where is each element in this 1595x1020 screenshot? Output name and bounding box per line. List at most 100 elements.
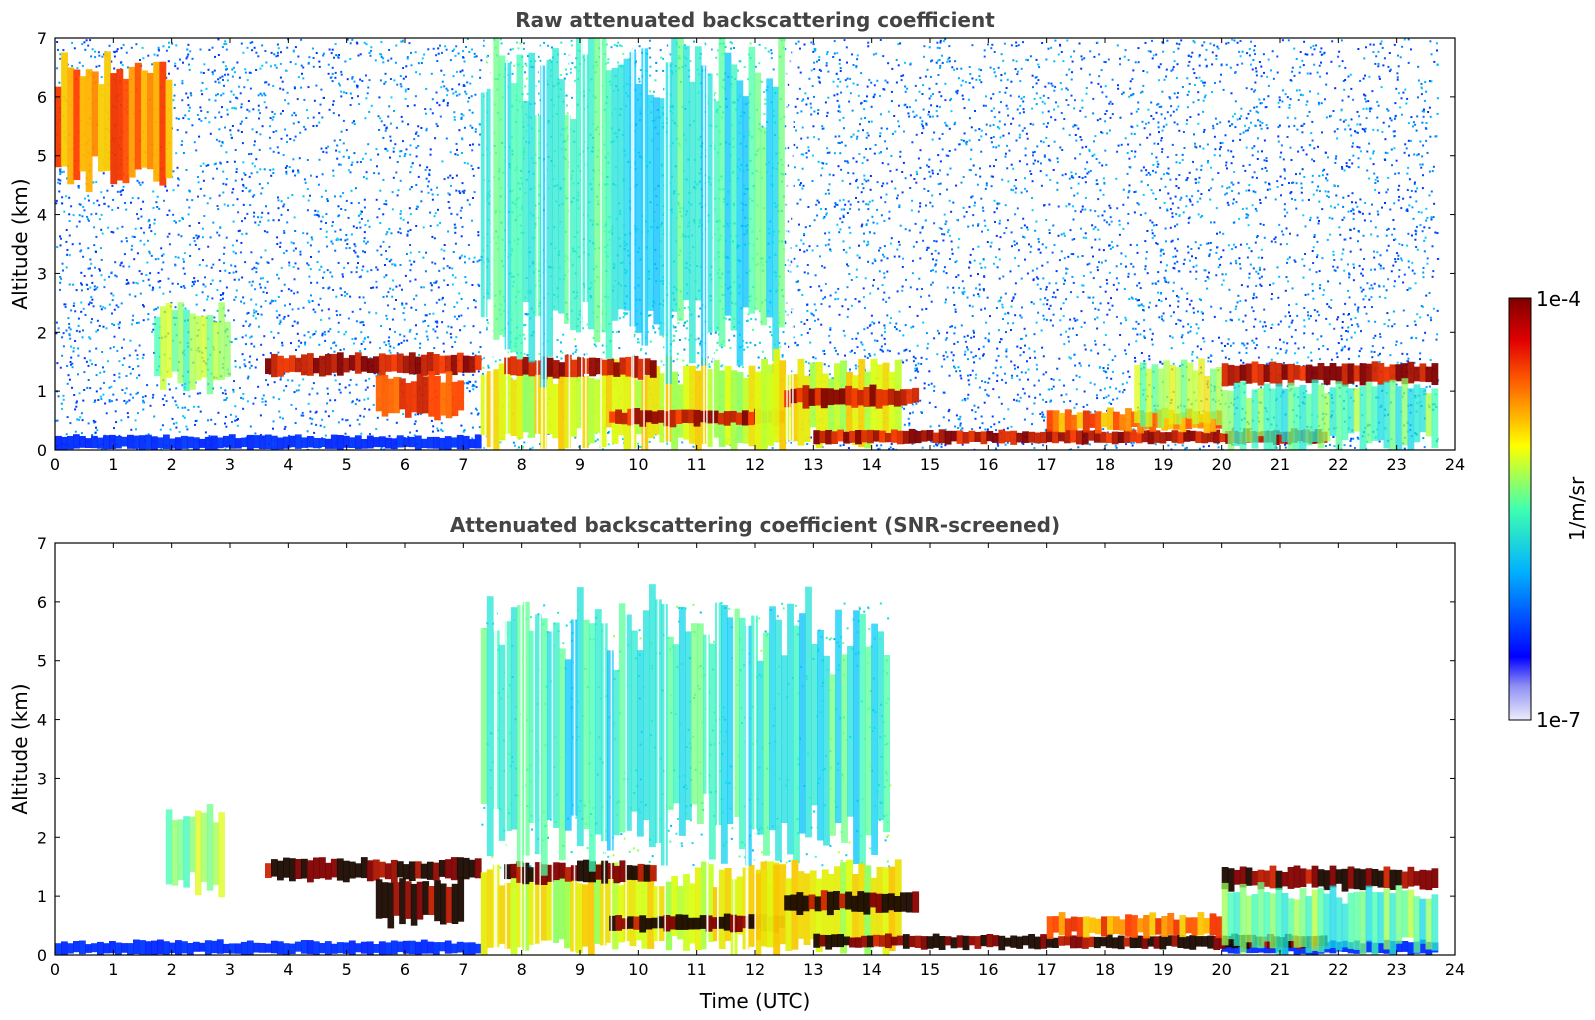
noise-pixel xyxy=(1431,245,1434,248)
noise-pixel xyxy=(250,71,253,74)
noise-pixel xyxy=(938,59,941,61)
noise-pixel xyxy=(239,387,241,389)
noise-pixel xyxy=(1037,79,1040,82)
noise-pixel xyxy=(83,197,86,200)
noise-pixel xyxy=(395,126,398,129)
noise-pixel xyxy=(1060,233,1063,236)
noise-pixel xyxy=(399,212,402,215)
noise-pixel xyxy=(333,341,336,344)
noise-pixel xyxy=(224,269,227,272)
noise-pixel xyxy=(764,357,767,360)
noise-pixel xyxy=(354,245,357,248)
noise-pixel xyxy=(102,306,105,309)
noise-pixel xyxy=(747,374,749,377)
noise-pixel xyxy=(1357,48,1360,50)
noise-pixel xyxy=(287,196,290,199)
noise-pixel xyxy=(513,64,516,67)
noise-pixel xyxy=(1272,282,1275,285)
noise-pixel xyxy=(473,55,476,58)
noise-pixel xyxy=(1384,297,1387,299)
noise-pixel xyxy=(993,199,996,202)
noise-pixel xyxy=(1233,39,1236,42)
noise-pixel xyxy=(945,272,948,275)
noise-pixel xyxy=(1343,345,1346,348)
noise-pixel xyxy=(1358,264,1361,267)
noise-pixel xyxy=(1389,117,1392,120)
noise-pixel xyxy=(1283,203,1286,206)
noise-pixel xyxy=(1116,150,1119,153)
noise-pixel xyxy=(1394,258,1397,261)
noise-pixel xyxy=(1370,350,1373,353)
noise-pixel xyxy=(787,164,790,167)
noise-pixel xyxy=(1259,268,1261,271)
noise-pixel xyxy=(1033,402,1036,405)
noise-pixel xyxy=(1109,247,1112,250)
noise-pixel xyxy=(852,133,855,136)
noise-pixel xyxy=(1171,215,1174,218)
noise-pixel xyxy=(1073,194,1076,197)
noise-pixel xyxy=(565,94,568,97)
noise-pixel xyxy=(461,182,464,185)
noise-pixel xyxy=(359,213,362,216)
noise-pixel xyxy=(1394,260,1397,263)
noise-pixel xyxy=(1378,295,1381,298)
noise-pixel xyxy=(221,75,224,78)
noise-pixel xyxy=(547,44,549,47)
noise-pixel xyxy=(1352,437,1355,440)
noise-pixel xyxy=(1259,120,1262,123)
noise-pixel xyxy=(958,418,961,421)
noise-pixel xyxy=(409,213,412,216)
noise-pixel xyxy=(154,233,157,236)
noise-pixel xyxy=(730,47,732,50)
noise-pixel xyxy=(149,224,151,227)
noise-pixel xyxy=(843,334,846,337)
noise-pixel xyxy=(1423,446,1426,449)
noise-pixel xyxy=(95,330,98,333)
noise-pixel xyxy=(464,90,467,93)
noise-pixel xyxy=(1301,131,1304,134)
noise-pixel xyxy=(250,298,253,301)
noise-pixel xyxy=(120,302,123,305)
noise-pixel xyxy=(1018,124,1021,127)
noise-pixel xyxy=(1360,150,1362,153)
noise-pixel xyxy=(808,245,811,248)
noise-pixel xyxy=(969,253,972,256)
noise-pixel xyxy=(263,230,266,233)
noise-pixel xyxy=(1246,216,1249,219)
noise-pixel xyxy=(1045,318,1048,321)
noise-pixel xyxy=(151,63,154,66)
noise-pixel xyxy=(353,243,356,246)
noise-pixel xyxy=(1007,114,1010,117)
noise-pixel xyxy=(224,392,227,395)
noise-pixel xyxy=(935,259,938,262)
noise-pixel xyxy=(1027,378,1030,381)
noise-pixel xyxy=(936,173,939,175)
noise-pixel xyxy=(987,394,990,397)
noise-pixel xyxy=(1098,53,1101,56)
noise-pixel xyxy=(1116,44,1119,47)
noise-pixel xyxy=(1107,302,1110,305)
noise-pixel xyxy=(382,178,385,181)
noise-pixel xyxy=(1072,379,1075,382)
noise-pixel xyxy=(255,271,258,274)
noise-pixel xyxy=(354,251,357,254)
noise-pixel xyxy=(1088,148,1091,151)
noise-pixel xyxy=(188,224,191,227)
noise-pixel xyxy=(861,223,864,226)
noise-pixel xyxy=(847,447,850,450)
noise-pixel xyxy=(393,263,396,266)
noise-pixel xyxy=(450,212,453,215)
noise-pixel xyxy=(1052,169,1055,171)
noise-pixel xyxy=(899,224,902,227)
noise-pixel xyxy=(1386,249,1389,252)
noise-pixel xyxy=(1219,146,1222,148)
noise-pixel xyxy=(390,96,393,99)
noise-pixel xyxy=(929,201,932,204)
noise-pixel xyxy=(1397,54,1399,57)
noise-pixel xyxy=(758,341,761,344)
noise-pixel xyxy=(57,178,60,181)
noise-pixel xyxy=(574,79,576,82)
noise-pixel xyxy=(302,306,305,309)
noise-pixel xyxy=(898,206,901,209)
noise-pixel xyxy=(130,201,132,204)
